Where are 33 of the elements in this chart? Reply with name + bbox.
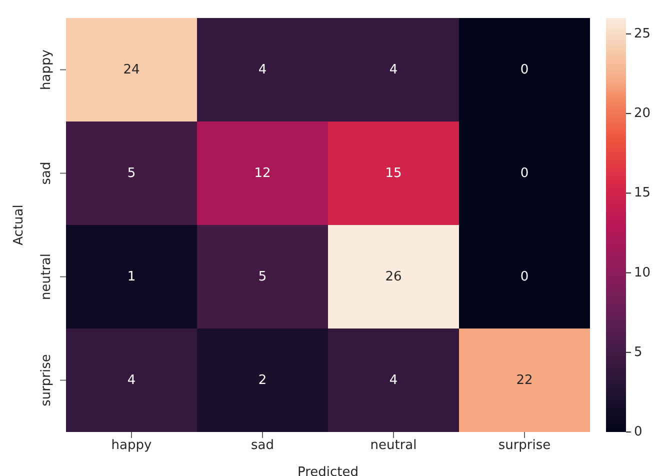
y-tick-label: surprise bbox=[39, 354, 54, 406]
color-bar-label: 25 bbox=[634, 26, 651, 42]
color-bar-label: 15 bbox=[634, 186, 651, 201]
data-label: 4 bbox=[258, 62, 267, 78]
data-label: 4 bbox=[127, 372, 136, 388]
data-label: 0 bbox=[520, 269, 529, 284]
data-label: 26 bbox=[385, 269, 402, 284]
y-tick-label: neutral bbox=[39, 254, 54, 300]
data-label: 5 bbox=[127, 166, 136, 181]
color-bar-label: 20 bbox=[634, 106, 651, 122]
data-label: 24 bbox=[123, 62, 140, 78]
x-tick-label: happy bbox=[111, 438, 152, 454]
data-label: 12 bbox=[254, 166, 271, 181]
data-label: 15 bbox=[385, 166, 402, 181]
data-label: 0 bbox=[520, 166, 529, 181]
data-label: 22 bbox=[516, 372, 533, 388]
x-tick-label: sad bbox=[251, 438, 274, 454]
colorbar: 0 5 10 15 20 25 bbox=[598, 8, 658, 476]
data-label: 5 bbox=[258, 269, 267, 284]
color-bar-label: 5 bbox=[634, 344, 642, 360]
data-label: 0 bbox=[520, 62, 529, 78]
y-tick-label: happy bbox=[39, 49, 54, 90]
data-label: 4 bbox=[389, 372, 398, 388]
color-bar-label: 10 bbox=[634, 265, 651, 280]
y-tick-label: sad bbox=[39, 162, 54, 185]
data-label: 1 bbox=[127, 269, 136, 284]
x-tick-label: surprise bbox=[498, 438, 551, 454]
data-label: 4 bbox=[389, 62, 398, 78]
x-axis-title: Predicted bbox=[297, 465, 359, 476]
data-label: 2 bbox=[258, 372, 267, 388]
y-axis-title: Actual bbox=[12, 204, 27, 246]
x-tick-label: neutral bbox=[370, 438, 417, 454]
color-bar-label: 0 bbox=[634, 424, 642, 440]
